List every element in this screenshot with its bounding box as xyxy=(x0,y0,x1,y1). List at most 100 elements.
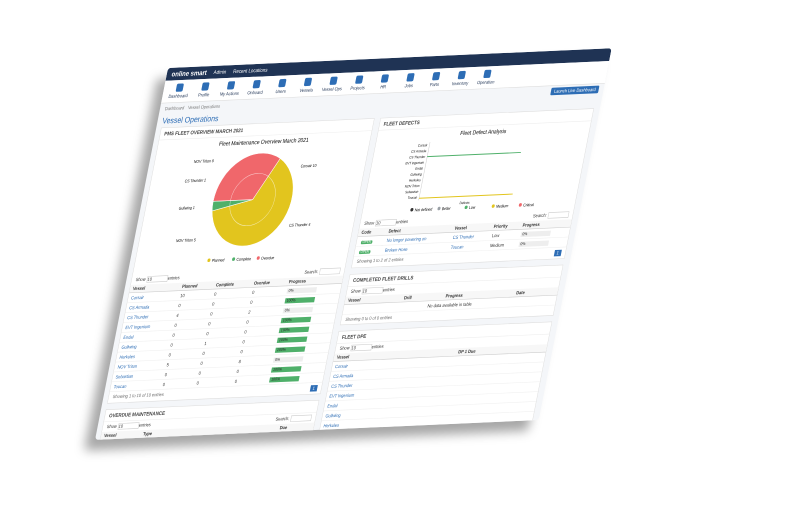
progress-label: 100% xyxy=(286,298,296,303)
task-name[interactable]: Visual Check xyxy=(141,439,165,440)
progress-label: 0% xyxy=(284,308,291,313)
nav-item[interactable]: Vessels xyxy=(293,77,322,93)
cell-text[interactable]: Sebastian xyxy=(115,373,134,380)
table-cell[interactable]: Sebastian xyxy=(315,435,440,440)
search-label: Search: xyxy=(532,212,548,219)
breadcrumb-item[interactable]: Dashboard xyxy=(164,104,185,112)
pie-slice xyxy=(211,158,294,247)
progress-bar: 100% xyxy=(271,365,302,373)
progress-label: 0% xyxy=(520,241,526,247)
cell-text[interactable]: CS Thunder xyxy=(126,313,150,321)
cell-text[interactable]: NOV Triton xyxy=(117,363,138,370)
nav-item[interactable]: Parts xyxy=(421,71,450,88)
progress-bar: 100% xyxy=(284,296,316,304)
page-button[interactable]: 1 xyxy=(553,249,562,257)
entries-label: entries xyxy=(395,218,409,225)
cell-text: 0 xyxy=(196,380,200,386)
cell-text: 0 xyxy=(245,319,250,325)
cell-text: 0 xyxy=(202,350,206,356)
length-control: Show10 entries xyxy=(364,219,409,227)
nav-icon xyxy=(226,81,236,90)
y-tick-label: EVT Ingenium xyxy=(405,160,425,165)
nav-item[interactable]: Dashboard xyxy=(165,83,194,99)
table-cell xyxy=(437,431,531,440)
nav-item[interactable]: Profile xyxy=(190,82,219,98)
legend-swatch xyxy=(518,203,522,207)
nav-item[interactable]: HR xyxy=(370,74,399,90)
cell-text: 0 xyxy=(249,299,254,305)
dashboard-screenshot: online smart Admin Recent Locations Dashboa… xyxy=(95,48,612,440)
cell-text: 8 xyxy=(238,358,242,365)
progress-bar: 100% xyxy=(275,346,306,353)
nav-item[interactable]: Jobs xyxy=(396,73,425,89)
cell-text: 0 xyxy=(240,348,244,355)
nav-item[interactable]: Operation xyxy=(472,69,501,85)
cell-text: 0 xyxy=(213,291,217,297)
cell-text[interactable]: Gullwing xyxy=(121,343,138,350)
y-tick-label: Corsair xyxy=(418,143,429,148)
nav-item[interactable]: My Actions xyxy=(216,81,245,97)
nav-item[interactable]: Projects xyxy=(344,75,373,91)
chart-title: Fleet Defect Analysis xyxy=(460,129,507,137)
nav-icon xyxy=(380,74,390,83)
nav-item[interactable]: Onboard xyxy=(242,79,271,96)
page-button[interactable]: 1 xyxy=(309,384,318,392)
legend-label: Planned xyxy=(211,258,224,263)
nav-item[interactable]: Inventory xyxy=(447,70,476,86)
legend-swatch xyxy=(232,257,236,261)
cell-text[interactable]: Herkules xyxy=(119,353,136,360)
cell-text[interactable]: EVT Ingenium xyxy=(124,323,151,330)
search-control: Search: xyxy=(275,414,313,423)
search-control: Search: xyxy=(304,267,341,276)
nav-item[interactable]: Users xyxy=(267,78,296,94)
cell-text[interactable]: Endal xyxy=(122,334,135,340)
search-box[interactable] xyxy=(547,211,570,219)
cell-text[interactable]: Toucan xyxy=(113,383,128,390)
cell-text[interactable]: CS Armada xyxy=(128,304,150,311)
x-axis-label: Defects xyxy=(459,201,470,206)
table-info: Showing 1 to 2 of 2 entries xyxy=(356,256,405,265)
inner-ring xyxy=(229,173,276,227)
progress-label: 100% xyxy=(280,327,291,333)
cell-text[interactable]: Corsair xyxy=(130,294,145,301)
cell-text: 0 xyxy=(211,301,215,307)
progress-bar: 0% xyxy=(286,286,318,294)
cell-text: 0 xyxy=(168,352,172,358)
drills-panel: COMPLETED FLEET DRILLS Show10 entries Vesse… xyxy=(339,264,564,326)
table-info: Showing 1 to 10 of 10 entries xyxy=(112,391,165,400)
pie-chart: Fleet Maintenance Overview March 2021 NOV… xyxy=(176,138,317,263)
search-box[interactable] xyxy=(318,267,341,275)
bar xyxy=(427,151,521,158)
search-label: Search: xyxy=(275,415,290,422)
entries-label: entries xyxy=(382,286,396,293)
y-tick-label: CS Armada xyxy=(411,149,427,154)
progress-label: 100% xyxy=(278,337,289,343)
progress-bar: 0% xyxy=(282,306,314,314)
brand: online smart xyxy=(170,68,208,79)
legend-swatch xyxy=(256,256,260,260)
user-name: Admin xyxy=(213,68,227,76)
nav-icon xyxy=(483,69,492,79)
cell-text: 0 xyxy=(200,360,204,366)
defects-panel: FLEET DEFECTS Fleet Defect Analysis Corsai… xyxy=(351,108,595,269)
progress-label: 100% xyxy=(276,347,287,352)
cell-text: 5 xyxy=(166,361,170,368)
length-value: 10 xyxy=(117,422,140,430)
progress-bar: 100% xyxy=(278,326,310,333)
cell-text: 4 xyxy=(175,312,180,318)
cell-text: Broken Hose xyxy=(384,246,409,253)
breadcrumb-item[interactable]: Vessel Operations xyxy=(187,103,221,111)
search-box[interactable] xyxy=(290,414,313,422)
slice-annotation: Corsair 10 xyxy=(300,164,317,169)
dpe-panel: FLEET DPE Show10 entries Vessel DP 1 Due Cors… xyxy=(311,321,553,440)
progress-label: 100% xyxy=(282,317,293,323)
y-tick-label: NOV Triton xyxy=(404,184,420,189)
show-label: Show xyxy=(339,345,351,351)
nav-label: Jobs xyxy=(404,82,414,89)
nav-label: Projects xyxy=(349,85,366,91)
nav-item[interactable]: Vessel Ops xyxy=(319,76,348,92)
y-tick-label: Toucan xyxy=(407,195,418,200)
cell-text: Medium xyxy=(489,242,505,249)
cell-text: 2 xyxy=(247,309,252,315)
